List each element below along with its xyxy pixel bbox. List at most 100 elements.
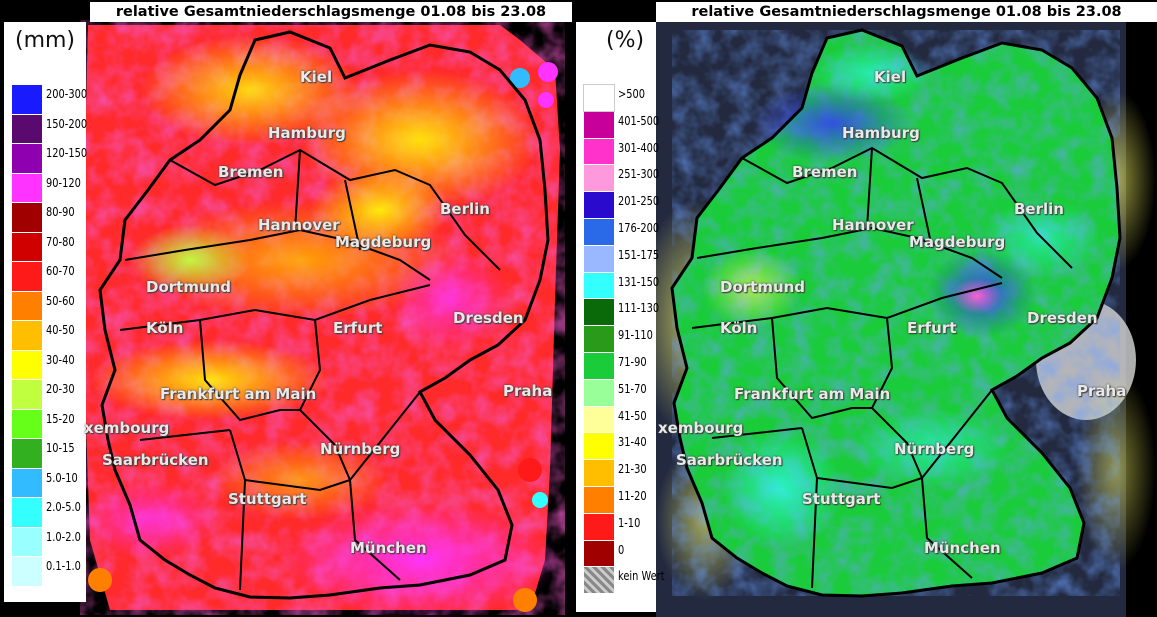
city-label-luxembourg: xembourg (84, 419, 170, 437)
city-label-bremen: Bremen (218, 163, 284, 181)
city-label-muenchen: München (924, 539, 1001, 557)
legend-label: 111-130 (618, 301, 660, 316)
legend-swatch (584, 379, 614, 406)
map-title: relative Gesamtniederschlagsmenge 01.08 … (656, 2, 1157, 22)
legend-label: 60-70 (46, 264, 75, 278)
legend-swatch (584, 406, 614, 433)
legend-swatch (584, 487, 614, 513)
city-label-praha: Praha (1077, 382, 1127, 400)
legend-swatch (584, 219, 614, 245)
legend-label: 401-500 (618, 113, 660, 128)
city-label-praha: Praha (503, 382, 553, 400)
precipitation-amount-panel: relative Gesamtniederschlagsmenge 01.08 … (0, 0, 572, 617)
legend-label: 131-150 (618, 274, 660, 289)
city-label-koeln: Köln (720, 319, 758, 337)
legend-label: kein Wert (618, 569, 665, 584)
precipitation-percent-map (576, 0, 1157, 617)
city-label-dresden: Dresden (453, 309, 524, 327)
city-label-nuernberg: Nürnberg (320, 440, 401, 458)
legend-swatch (584, 353, 614, 379)
legend-label: 2.0-5.0 (46, 500, 81, 514)
legend-swatch (584, 460, 614, 486)
legend-label: 150-200 (46, 116, 88, 131)
legend-swatch (12, 380, 42, 409)
legend-swatch (12, 468, 42, 497)
legend-label: 151-175 (618, 247, 660, 262)
legend-swatch (584, 165, 614, 192)
legend-swatch (584, 567, 614, 594)
city-label-saarbruecken: Saarbrücken (102, 451, 209, 469)
city-label-erfurt: Erfurt (907, 319, 957, 337)
legend-swatch (12, 498, 42, 527)
legend-swatch (12, 114, 42, 143)
city-label-berlin: Berlin (1014, 200, 1064, 218)
legend-label: 201-250 (618, 194, 660, 209)
legend-label: 1.0-2.0 (46, 529, 81, 544)
legend-swatch (584, 433, 614, 460)
legend-label: 1-10 (618, 515, 641, 530)
city-label-bremen: Bremen (792, 163, 858, 181)
legend-label: 15-20 (46, 411, 75, 426)
city-label-hamburg: Hamburg (842, 124, 920, 142)
city-label-kiel: Kiel (300, 68, 333, 86)
legend-label: 5.0-10 (46, 470, 78, 485)
legend-swatch (584, 326, 614, 352)
legend-label: 80-90 (46, 205, 75, 219)
legend-swatch (584, 111, 614, 138)
legend-label: 50-60 (46, 293, 75, 308)
city-label-hamburg: Hamburg (268, 124, 346, 142)
city-label-frankfurt: Frankfurt am Main (160, 385, 317, 403)
city-label-muenchen: München (350, 539, 427, 557)
legend-label: 20-30 (46, 382, 75, 396)
legend-label: 11-20 (618, 489, 647, 503)
legend-unit: (%) (606, 28, 645, 53)
city-label-luxembourg: xembourg (658, 419, 744, 437)
legend-swatch (12, 409, 42, 438)
legend-swatch (12, 203, 42, 232)
city-label-kiel: Kiel (874, 68, 907, 86)
city-label-frankfurt: Frankfurt am Main (734, 385, 891, 403)
legend-swatch (583, 84, 615, 112)
legend-swatch (12, 321, 42, 350)
legend-swatch (12, 557, 42, 586)
city-label-erfurt: Erfurt (333, 319, 383, 337)
legend-swatch (12, 527, 42, 556)
legend-swatch (584, 513, 614, 540)
legend-label: >500 (618, 87, 646, 101)
legend-swatch (12, 262, 42, 291)
legend-swatch (12, 85, 42, 114)
legend-swatch (12, 173, 42, 202)
legend-label: 31-40 (618, 435, 647, 450)
city-label-dortmund: Dortmund (720, 278, 806, 296)
legend-label: 41-50 (618, 408, 647, 423)
city-label-stuttgart: Stuttgart (228, 490, 307, 508)
legend-label: 90-120 (46, 175, 81, 190)
legend-label: 51-70 (618, 381, 647, 396)
legend-label: 91-110 (618, 328, 653, 343)
legend-label: 10-15 (46, 441, 75, 455)
city-label-hannover: Hannover (258, 216, 340, 234)
city-label-saarbruecken: Saarbrücken (676, 451, 783, 469)
precipitation-percent-panel: relative Gesamtniederschlagsmenge 01.08 … (576, 0, 1157, 617)
legend-swatch (12, 439, 42, 468)
legend-label: 120-150 (46, 146, 88, 160)
legend-swatch (584, 245, 614, 272)
city-label-stuttgart: Stuttgart (802, 490, 881, 508)
city-label-magdeburg: Magdeburg (335, 233, 432, 251)
legend-swatch (12, 291, 42, 320)
legend-swatch (584, 138, 614, 165)
city-label-nuernberg: Nürnberg (894, 440, 975, 458)
legend-label: 0 (618, 542, 625, 557)
legend-swatch (12, 144, 42, 173)
legend-label: 21-30 (618, 462, 647, 477)
city-label-berlin: Berlin (440, 200, 490, 218)
legend-label: 0.1-1.0 (46, 559, 81, 573)
legend-swatch (584, 540, 614, 567)
legend-swatch (584, 272, 614, 299)
legend-label: 200-300 (46, 87, 88, 101)
legend-label: 71-90 (618, 355, 647, 369)
legend-swatch (584, 192, 614, 218)
legend: (mm) 200-300 150-200 120-150 90-120 80-90 70-… (4, 22, 88, 602)
legend-label: 30-40 (46, 352, 75, 367)
map-title: relative Gesamtniederschlagsmenge 01.08 … (90, 2, 572, 22)
